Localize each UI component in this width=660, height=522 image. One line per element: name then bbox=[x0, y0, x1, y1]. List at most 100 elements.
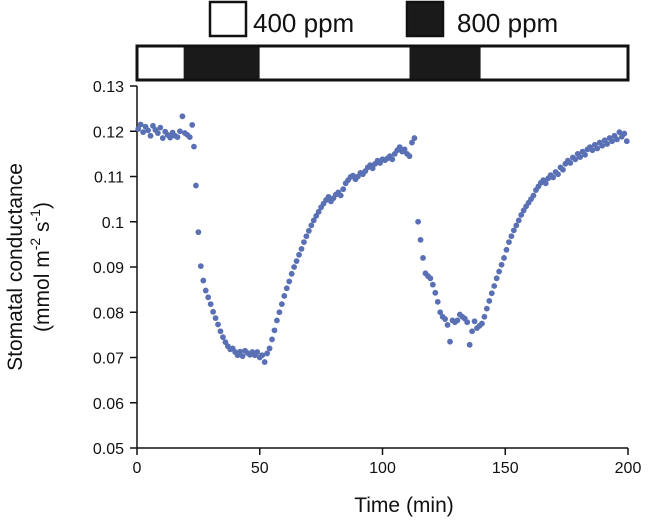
data-point bbox=[220, 334, 226, 341]
data-point bbox=[283, 285, 290, 292]
data-point bbox=[212, 315, 219, 322]
y-tick-label: 0.06 bbox=[93, 396, 124, 413]
data-point bbox=[464, 319, 471, 326]
data-point bbox=[530, 192, 537, 199]
data-point bbox=[572, 156, 579, 163]
data-point bbox=[513, 222, 520, 229]
data-point bbox=[496, 268, 503, 275]
y-tick-label: 0.11 bbox=[94, 170, 124, 187]
data-point bbox=[506, 239, 512, 246]
data-point bbox=[310, 217, 317, 224]
data-point bbox=[293, 258, 300, 265]
data-point bbox=[147, 132, 154, 139]
data-point bbox=[145, 127, 151, 134]
data-point bbox=[137, 121, 144, 128]
data-point bbox=[444, 322, 451, 328]
treatment-segment-0 bbox=[137, 46, 184, 80]
y-unit-exp2: -1 bbox=[27, 209, 43, 222]
y-tick-label: 0.09 bbox=[93, 260, 124, 277]
data-point bbox=[281, 293, 288, 299]
data-point bbox=[479, 320, 485, 327]
data-point bbox=[369, 165, 376, 172]
data-point bbox=[508, 233, 515, 240]
data-point bbox=[518, 212, 525, 218]
y-unit-main: (mmol m bbox=[31, 250, 54, 332]
data-point bbox=[542, 180, 549, 187]
data-point bbox=[135, 126, 142, 132]
data-point bbox=[174, 134, 181, 141]
data-point bbox=[157, 124, 164, 131]
data-point bbox=[567, 160, 574, 166]
x-axis-title: Time (min) bbox=[354, 494, 454, 517]
y-unit-end: ) bbox=[31, 202, 54, 209]
data-point bbox=[210, 308, 217, 315]
data-point bbox=[623, 138, 630, 145]
y-axis-title: Stomatal conductance (mmol m-2 s-1) bbox=[4, 163, 54, 371]
data-point bbox=[291, 264, 298, 270]
treatment-segment-4 bbox=[480, 46, 628, 80]
treatment-bar-frame bbox=[135, 44, 630, 82]
data-point bbox=[205, 294, 212, 301]
data-point bbox=[411, 135, 418, 141]
data-point bbox=[288, 270, 295, 277]
data-point bbox=[427, 275, 434, 282]
data-point bbox=[217, 328, 224, 335]
data-point bbox=[488, 290, 495, 297]
y-tick-label: 0.12 bbox=[93, 124, 124, 141]
legend: 400 ppm 800 ppm bbox=[208, 0, 558, 38]
data-point bbox=[274, 317, 280, 324]
y-axis-title-line2: (mmol m-2 s-1) bbox=[27, 202, 54, 332]
data-point bbox=[269, 336, 275, 343]
y-ticks: 0.05 0.06 0.07 0.08 0.09 0.1 0.11 0.12 0.13 bbox=[93, 79, 137, 458]
data-point bbox=[577, 154, 584, 160]
y-unit-exp1: -2 bbox=[27, 238, 43, 251]
treatment-segment-2 bbox=[259, 46, 410, 80]
data-point bbox=[239, 353, 246, 360]
x-tick-label: 100 bbox=[369, 460, 396, 477]
data-point bbox=[186, 134, 193, 141]
x-ticks: 0 50 100 150 200 bbox=[133, 448, 642, 477]
x-tick-label: 200 bbox=[615, 460, 642, 477]
data-point bbox=[261, 359, 268, 365]
data-point bbox=[614, 136, 620, 143]
data-point bbox=[278, 301, 285, 308]
data-point bbox=[555, 171, 561, 178]
data-point bbox=[286, 278, 293, 285]
x-tick-label: 150 bbox=[492, 460, 519, 477]
data-point bbox=[609, 138, 615, 145]
data-point bbox=[401, 146, 408, 153]
data-point bbox=[189, 122, 196, 128]
data-point bbox=[486, 298, 493, 304]
data-point bbox=[202, 287, 209, 294]
legend-swatch-800 bbox=[405, 0, 445, 38]
data-point bbox=[167, 134, 174, 141]
data-point bbox=[305, 227, 312, 234]
data-point bbox=[469, 328, 476, 335]
data-point bbox=[491, 283, 498, 289]
data-point bbox=[271, 327, 278, 334]
data-point bbox=[471, 318, 478, 325]
treatment-bar bbox=[135, 44, 630, 82]
data-point bbox=[298, 246, 305, 252]
data-point bbox=[191, 143, 197, 150]
data-point bbox=[159, 135, 166, 141]
data-point bbox=[515, 217, 522, 224]
y-unit-mid: s bbox=[31, 222, 54, 238]
data-point bbox=[510, 227, 517, 234]
data-point bbox=[466, 341, 473, 348]
legend-label-400: 400 ppm bbox=[253, 8, 354, 38]
data-point bbox=[259, 352, 266, 359]
data-point bbox=[237, 348, 244, 355]
data-point bbox=[340, 186, 347, 193]
data-points bbox=[135, 113, 630, 365]
data-point bbox=[415, 218, 421, 225]
data-point bbox=[303, 233, 310, 240]
legend-label-800: 800 ppm bbox=[457, 8, 558, 38]
data-point bbox=[296, 251, 302, 258]
data-point bbox=[594, 145, 601, 152]
data-point bbox=[195, 229, 202, 236]
data-point bbox=[434, 298, 441, 305]
data-point bbox=[447, 338, 453, 345]
data-point bbox=[417, 236, 424, 243]
